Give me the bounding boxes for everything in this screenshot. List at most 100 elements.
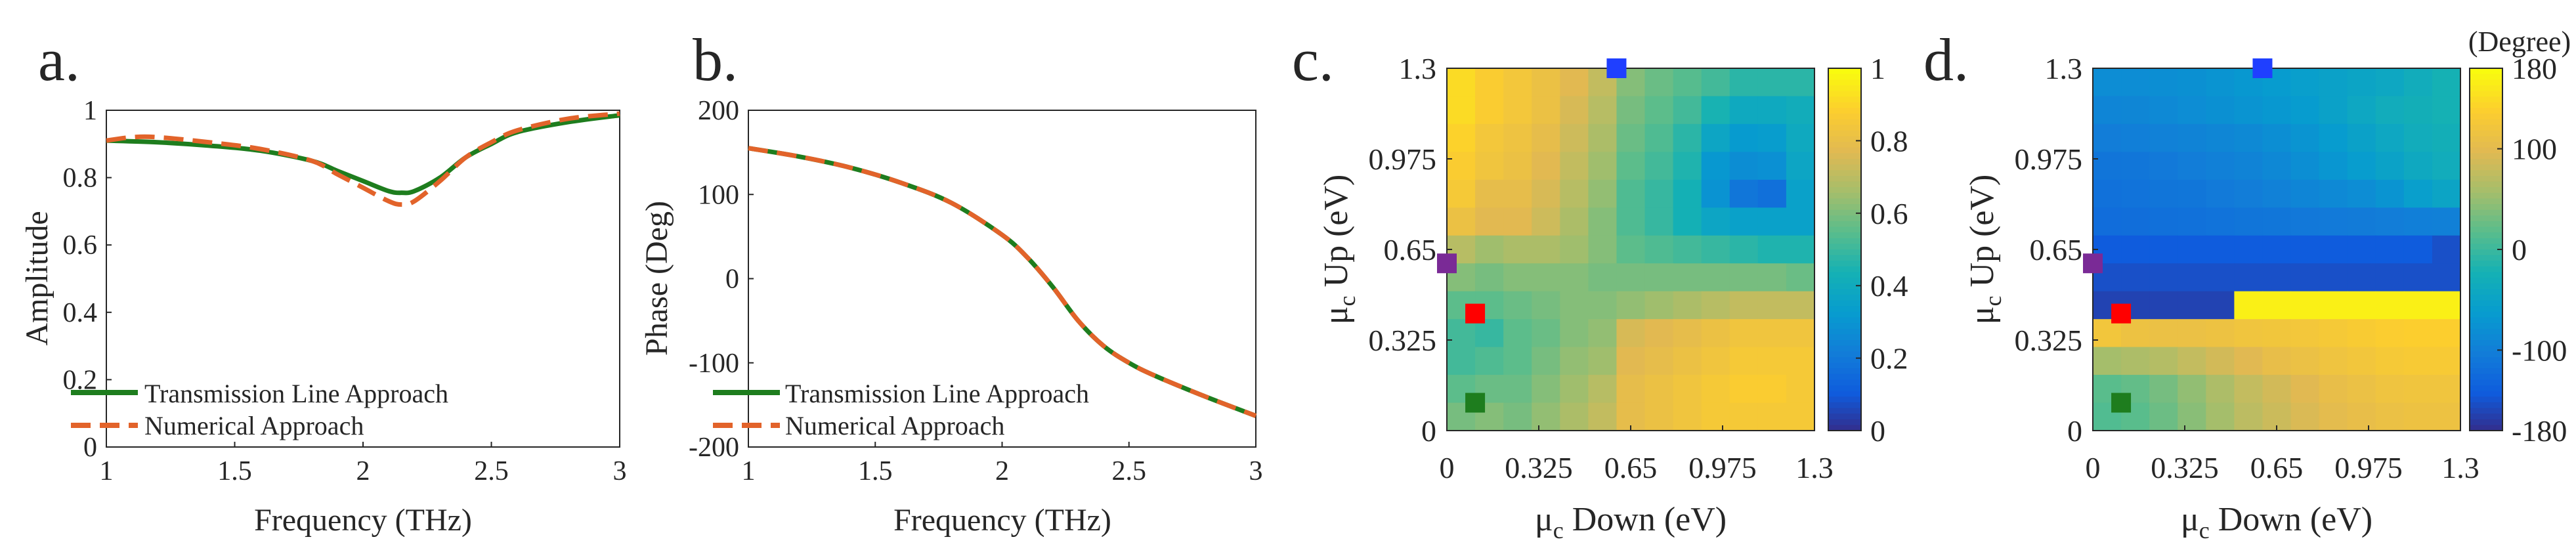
heatmap-cell bbox=[1757, 263, 1787, 292]
heatmap-cell bbox=[2347, 152, 2376, 181]
heatmap-cell bbox=[1786, 207, 1815, 236]
colorbar-segment bbox=[1828, 175, 1861, 182]
heatmap-cell bbox=[2319, 235, 2348, 264]
heatmap-cell bbox=[1729, 263, 1759, 292]
colorbar-tick-label: -180 bbox=[2512, 414, 2567, 448]
y-tick-label: 0.65 bbox=[1384, 233, 1437, 266]
panel-c: c. 0 0.325 0.65 0.975 1.300.3250.650.9751.3 … bbox=[1292, 26, 1908, 543]
colorbar-segment bbox=[1828, 334, 1861, 341]
colorbar-segment bbox=[2470, 221, 2502, 228]
heatmap-cell bbox=[1560, 319, 1589, 348]
heatmap-cell bbox=[2178, 291, 2206, 320]
heatmap-cell bbox=[2121, 207, 2150, 236]
colorbar-segment bbox=[1828, 379, 1861, 386]
heatmap-cell bbox=[2234, 347, 2264, 375]
heatmap-cell bbox=[2403, 291, 2433, 320]
heatmap-cell bbox=[2178, 263, 2206, 292]
colorbar-segment bbox=[2470, 204, 2502, 211]
colorbar-segment bbox=[2470, 425, 2502, 431]
heatmap-cell bbox=[1560, 207, 1589, 236]
heatmap-cell bbox=[1616, 347, 1646, 375]
heatmap-cell bbox=[2206, 291, 2235, 320]
panel-label: b. bbox=[693, 26, 738, 93]
heatmap-cell bbox=[1560, 291, 1589, 320]
heatmap-cell bbox=[1729, 402, 1759, 431]
colorbar-segment bbox=[2470, 68, 2502, 75]
x-axis-label-text: Down (eV) bbox=[1564, 501, 1727, 538]
heatmap-cell bbox=[2290, 375, 2320, 404]
y-axis-label-symbol: μ bbox=[1318, 306, 1355, 324]
heatmap-cell bbox=[1673, 402, 1702, 431]
heatmap-cell bbox=[1503, 263, 1532, 292]
x-tick-label: 2 bbox=[356, 456, 370, 486]
colorbar-segment bbox=[2470, 244, 2502, 250]
colorbar-segment bbox=[1828, 147, 1861, 154]
tick-layer: 0 0.325 0.65 0.975 1.3 0 0.325 0.65 0.975 1.3 bbox=[2015, 52, 2479, 484]
heatmap-cell bbox=[2149, 123, 2178, 152]
heatmap-cell bbox=[1532, 375, 1560, 404]
heatmap-cell bbox=[2375, 402, 2405, 431]
colorbar-segment bbox=[2470, 170, 2502, 177]
colorbar-segment bbox=[1828, 278, 1861, 284]
colorbar-segment bbox=[1828, 170, 1861, 177]
x-tick-label: 3 bbox=[1249, 456, 1263, 486]
heatmap-cell bbox=[1616, 375, 1646, 404]
heatmap-cell bbox=[1475, 123, 1504, 152]
heatmap-cell bbox=[1503, 291, 1532, 320]
heatmap-cell bbox=[2178, 375, 2206, 404]
x-axis-label: μc Down (eV) bbox=[2181, 501, 2372, 543]
colorbar-segment bbox=[1828, 362, 1861, 369]
heatmap-cell bbox=[2206, 123, 2235, 152]
heatmap-cells bbox=[1447, 68, 1815, 431]
heatmap-cell bbox=[1588, 207, 1618, 236]
heatmap-cell bbox=[2121, 263, 2150, 292]
heatmap-cell bbox=[1757, 207, 1787, 236]
heatmap-cell bbox=[2319, 291, 2348, 320]
colorbar-tick-label: 1 bbox=[1870, 52, 1885, 85]
colorbar-segment bbox=[1828, 136, 1861, 142]
x-tick-label: 0.65 bbox=[1604, 451, 1658, 484]
heatmap-cell bbox=[2432, 179, 2461, 208]
colorbar-segment bbox=[1828, 345, 1861, 352]
heatmap-cell bbox=[2262, 152, 2292, 181]
heatmap-cell bbox=[2262, 319, 2292, 348]
heatmap-cell bbox=[1475, 347, 1504, 375]
heatmap-cell bbox=[1729, 96, 1759, 125]
colorbar-segment bbox=[2470, 96, 2502, 103]
colorbar-segment bbox=[2470, 340, 2502, 347]
colorbar-segment bbox=[1828, 192, 1861, 199]
y-tick-label: 200 bbox=[698, 96, 739, 126]
heatmap-cell bbox=[2234, 291, 2264, 320]
panel-label: d. bbox=[1923, 26, 1969, 93]
heatmap-cell bbox=[2290, 96, 2320, 125]
blue-marker bbox=[1606, 58, 1627, 78]
heatmap-cell bbox=[2121, 179, 2150, 208]
heatmap-cell bbox=[1729, 347, 1759, 375]
colorbar-segment bbox=[1828, 119, 1861, 125]
colorbar-segment bbox=[1828, 108, 1861, 114]
heatmap-cell bbox=[2432, 235, 2461, 264]
heatmap-cell bbox=[2347, 347, 2376, 375]
heatmap-cell bbox=[2234, 319, 2264, 348]
x-tick-label: 0.65 bbox=[2250, 451, 2304, 484]
heatmap-cell bbox=[2149, 402, 2178, 431]
heatmap-cell bbox=[1786, 347, 1815, 375]
heatmap-cell bbox=[1475, 263, 1504, 292]
heatmap-cell bbox=[1757, 96, 1787, 125]
heatmap-cell bbox=[1644, 152, 1674, 181]
heatmap-cell bbox=[2149, 375, 2178, 404]
heatmap-cell bbox=[1786, 319, 1815, 348]
x-axis-label-subscript: c bbox=[1553, 517, 1564, 543]
heatmap-cell bbox=[1786, 291, 1815, 320]
colorbar-segment bbox=[2470, 272, 2502, 278]
heatmap-cell bbox=[2375, 291, 2405, 320]
y-tick-label: 0.325 bbox=[2015, 324, 2083, 357]
heatmap-cell bbox=[1786, 375, 1815, 404]
colorbar-segment bbox=[2470, 300, 2502, 307]
y-tick-label: -200 bbox=[689, 433, 739, 463]
heatmap-cell bbox=[2432, 291, 2461, 320]
y-axis-label: μc Up (eV) bbox=[1964, 175, 2006, 325]
heatmap-cell bbox=[2262, 207, 2292, 236]
colorbar-segment bbox=[2470, 362, 2502, 369]
colorbar-tick-label: 0.6 bbox=[1870, 197, 1908, 230]
